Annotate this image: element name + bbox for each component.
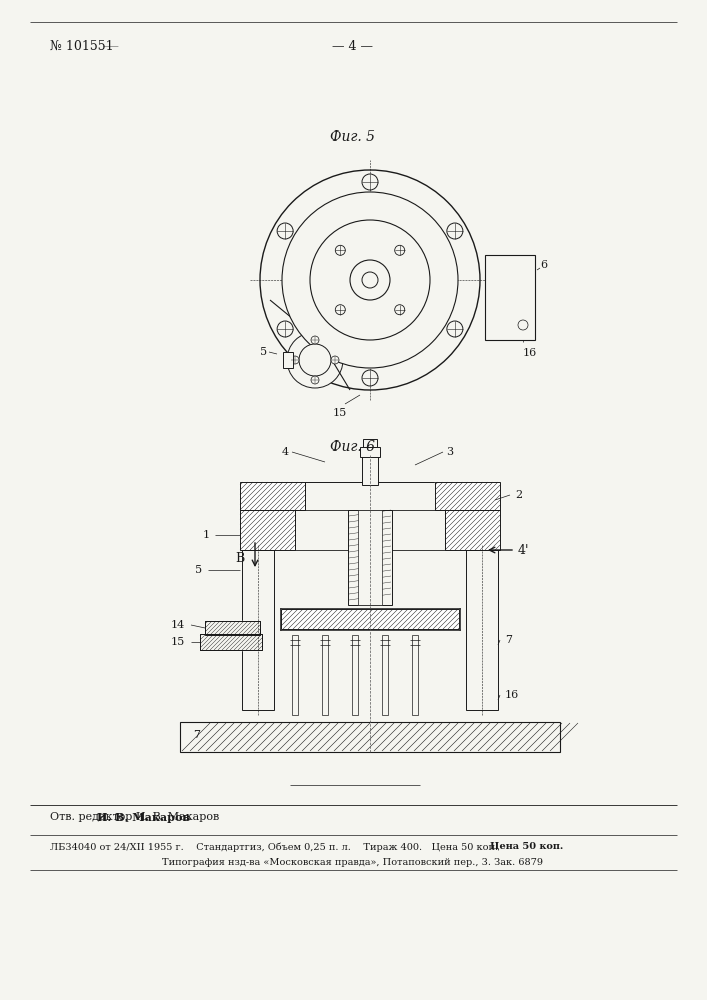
- Text: 16: 16: [505, 690, 519, 700]
- Text: — 4 —: — 4 —: [332, 40, 373, 53]
- Circle shape: [282, 192, 458, 368]
- Text: 5: 5: [195, 565, 202, 575]
- Bar: [358, 510, 382, 605]
- Circle shape: [518, 320, 528, 330]
- Polygon shape: [200, 634, 262, 650]
- Circle shape: [260, 170, 480, 390]
- Text: Фиг. 6: Фиг. 6: [330, 440, 375, 454]
- Text: Типография нзд-ва «Московская правда», Потаповский пер., 3. Зак. 6879: Типография нзд-ва «Московская правда», П…: [163, 858, 544, 867]
- Bar: [205, 621, 260, 635]
- Bar: [382, 635, 388, 715]
- Text: 16: 16: [523, 348, 537, 358]
- Bar: [292, 635, 298, 715]
- Text: 2: 2: [515, 490, 522, 500]
- Bar: [352, 635, 358, 715]
- Polygon shape: [240, 482, 305, 510]
- Bar: [412, 635, 418, 715]
- Text: 14: 14: [171, 620, 185, 630]
- Bar: [240, 482, 305, 510]
- Circle shape: [335, 305, 345, 315]
- Text: Фиг. 5: Фиг. 5: [330, 130, 375, 144]
- Circle shape: [395, 245, 404, 255]
- Circle shape: [291, 356, 299, 364]
- Circle shape: [350, 260, 390, 300]
- Bar: [283, 352, 293, 368]
- Text: 4': 4': [518, 544, 530, 556]
- Polygon shape: [445, 510, 500, 550]
- Text: 5: 5: [260, 347, 267, 357]
- Bar: [363, 439, 377, 447]
- Bar: [240, 510, 295, 550]
- Bar: [485, 255, 535, 340]
- Polygon shape: [180, 722, 560, 752]
- Text: 3: 3: [446, 447, 454, 457]
- Bar: [322, 635, 328, 715]
- Bar: [200, 634, 262, 650]
- Circle shape: [362, 174, 378, 190]
- Circle shape: [311, 336, 319, 344]
- Bar: [445, 510, 500, 550]
- Text: Цена 50 коп.: Цена 50 коп.: [490, 842, 563, 851]
- Circle shape: [362, 272, 378, 288]
- Bar: [205, 621, 260, 635]
- Circle shape: [310, 220, 430, 340]
- Bar: [280, 608, 460, 630]
- Circle shape: [395, 305, 404, 315]
- Bar: [200, 634, 262, 650]
- Bar: [360, 447, 380, 457]
- Circle shape: [287, 332, 343, 388]
- Text: 7: 7: [505, 635, 512, 645]
- Text: ЛБ34040 от 24/XII 1955 г.    Стандартгиз, Объем 0,25 п. л.    Тираж 400.   Цена : ЛБ34040 от 24/XII 1955 г. Стандартгиз, О…: [50, 842, 498, 852]
- Bar: [305, 482, 435, 510]
- Bar: [435, 482, 500, 510]
- Text: И. В. Макаров: И. В. Макаров: [97, 812, 190, 823]
- Text: 1: 1: [203, 530, 210, 540]
- Polygon shape: [435, 482, 500, 510]
- Bar: [348, 510, 392, 605]
- Circle shape: [447, 321, 463, 337]
- Circle shape: [335, 245, 345, 255]
- Polygon shape: [281, 609, 459, 629]
- Text: 4: 4: [281, 447, 288, 457]
- Bar: [180, 722, 560, 752]
- Polygon shape: [240, 510, 295, 550]
- Text: 15: 15: [333, 408, 347, 418]
- Circle shape: [331, 356, 339, 364]
- Bar: [281, 609, 459, 629]
- Circle shape: [277, 223, 293, 239]
- Bar: [240, 510, 500, 550]
- Text: Отв. редактор И. В. Макаров: Отв. редактор И. В. Макаров: [50, 812, 219, 822]
- Bar: [295, 510, 445, 550]
- Circle shape: [447, 223, 463, 239]
- Circle shape: [277, 321, 293, 337]
- Bar: [242, 550, 274, 710]
- Text: № 101551: № 101551: [50, 40, 114, 53]
- Text: B: B: [235, 552, 245, 564]
- Bar: [466, 550, 498, 710]
- Bar: [362, 455, 378, 485]
- Circle shape: [311, 376, 319, 384]
- Text: 7: 7: [193, 730, 200, 740]
- Text: 15: 15: [171, 637, 185, 647]
- Circle shape: [362, 370, 378, 386]
- Circle shape: [299, 344, 331, 376]
- Text: 6: 6: [540, 260, 547, 270]
- Polygon shape: [205, 621, 260, 635]
- Text: ——: ——: [103, 42, 119, 50]
